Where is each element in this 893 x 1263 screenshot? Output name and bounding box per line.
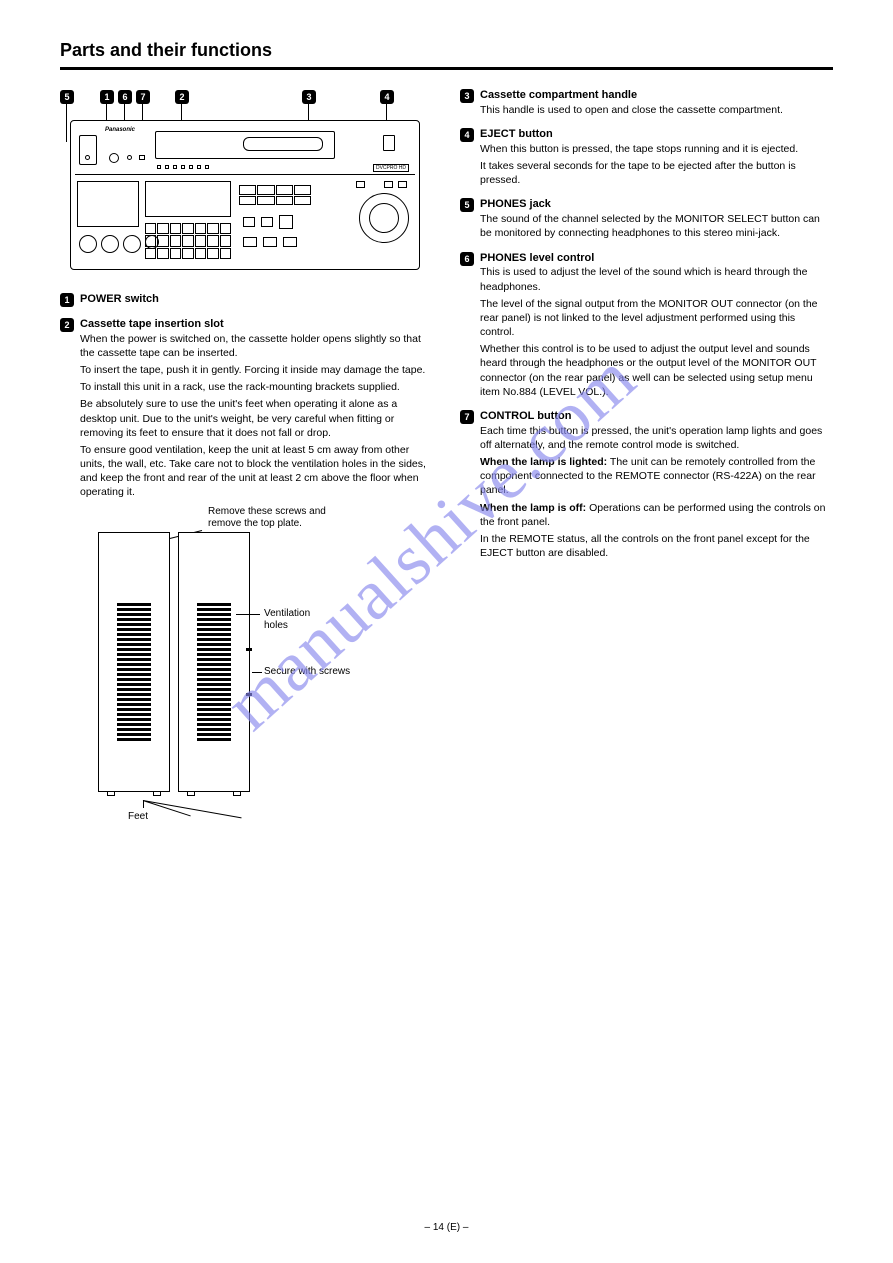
item-7-p1: Each time this button is pressed, the un… <box>480 424 830 452</box>
callout-5: 5 <box>60 90 74 104</box>
item-2-title: Cassette tape insertion slot <box>80 318 224 330</box>
page-title: Parts and their functions <box>60 40 833 61</box>
badge-6: 6 <box>460 252 474 266</box>
item-4-p2: It takes several seconds for the tape to… <box>480 159 830 187</box>
callout-7: 7 <box>136 90 150 104</box>
item-2-p2: To insert the tape, push it in gently. F… <box>80 363 430 377</box>
item-4-p1: When this button is pressed, the tape st… <box>480 142 830 156</box>
callout-6: 6 <box>118 90 132 104</box>
brand-label: Panasonic <box>105 127 135 133</box>
badge-7: 7 <box>460 410 474 424</box>
callout-1: 1 <box>100 90 114 104</box>
device-outline: Panasonic DVCPRO HD <box>70 120 420 270</box>
item-1-title: POWER switch <box>80 293 159 305</box>
item-3: 3 Cassette compartment handle This handl… <box>460 88 830 117</box>
item-4: 4 EJECT button When this button is press… <box>460 127 830 187</box>
side-view-diagram: Remove these screws and remove the top p… <box>88 512 298 832</box>
item-1: 1 POWER switch <box>60 292 430 307</box>
badge-2: 2 <box>60 318 74 332</box>
item-7-p4: In the REMOTE status, all the controls o… <box>480 532 830 560</box>
item-5: 5 PHONES jack The sound of the channel s… <box>460 197 830 240</box>
item-7-title: CONTROL button <box>480 410 571 422</box>
badge-3: 3 <box>460 89 474 103</box>
screws-label: Secure with screws <box>264 666 354 678</box>
item-7: 7 CONTROL button Each time this button i… <box>460 409 830 560</box>
badge-1: 1 <box>60 293 74 307</box>
callout-4: 4 <box>380 90 394 104</box>
page-footer: – 14 (E) – <box>60 1222 833 1233</box>
item-2-p1: When the power is switched on, the casse… <box>80 332 430 360</box>
item-6-title: PHONES level control <box>480 252 594 264</box>
feet-label: Feet <box>128 810 168 824</box>
item-7-p2s: When the lamp is lighted: <box>480 456 607 468</box>
badge-5: 5 <box>460 198 474 212</box>
model-badge: DVCPRO HD <box>373 164 409 172</box>
item-6-p3: Whether this control is to be used to ad… <box>480 342 830 399</box>
item-2-p4: Be absolutely sure to use the unit's fee… <box>80 397 430 440</box>
title-divider <box>60 67 833 70</box>
device-front-diagram: 5 1 6 7 2 3 4 Panasonic <box>60 88 430 278</box>
item-2-p3: To install this unit in a rack, use the … <box>80 380 430 394</box>
item-2: 2 Cassette tape insertion slot When the … <box>60 317 430 832</box>
item-6-p1: This is used to adjust the level of the … <box>480 265 830 293</box>
item-6-p2: The level of the signal output from the … <box>480 297 830 340</box>
item-5-p1: The sound of the channel selected by the… <box>480 212 830 240</box>
callout-3: 3 <box>302 90 316 104</box>
item-6: 6 PHONES level control This is used to a… <box>460 251 830 399</box>
item-4-title: EJECT button <box>480 128 553 140</box>
vent-label: Ventilation holes <box>264 608 310 632</box>
item-3-p1: This handle is used to open and close th… <box>480 103 830 117</box>
item-5-title: PHONES jack <box>480 198 551 210</box>
item-3-title: Cassette compartment handle <box>480 89 637 101</box>
item-7-p3s: When the lamp is off: <box>480 502 586 514</box>
item-2-p5: To ensure good ventilation, keep the uni… <box>80 443 430 500</box>
callout-2: 2 <box>175 90 189 104</box>
top-screws-label: Remove these screws and remove the top p… <box>208 506 328 530</box>
badge-4: 4 <box>460 128 474 142</box>
